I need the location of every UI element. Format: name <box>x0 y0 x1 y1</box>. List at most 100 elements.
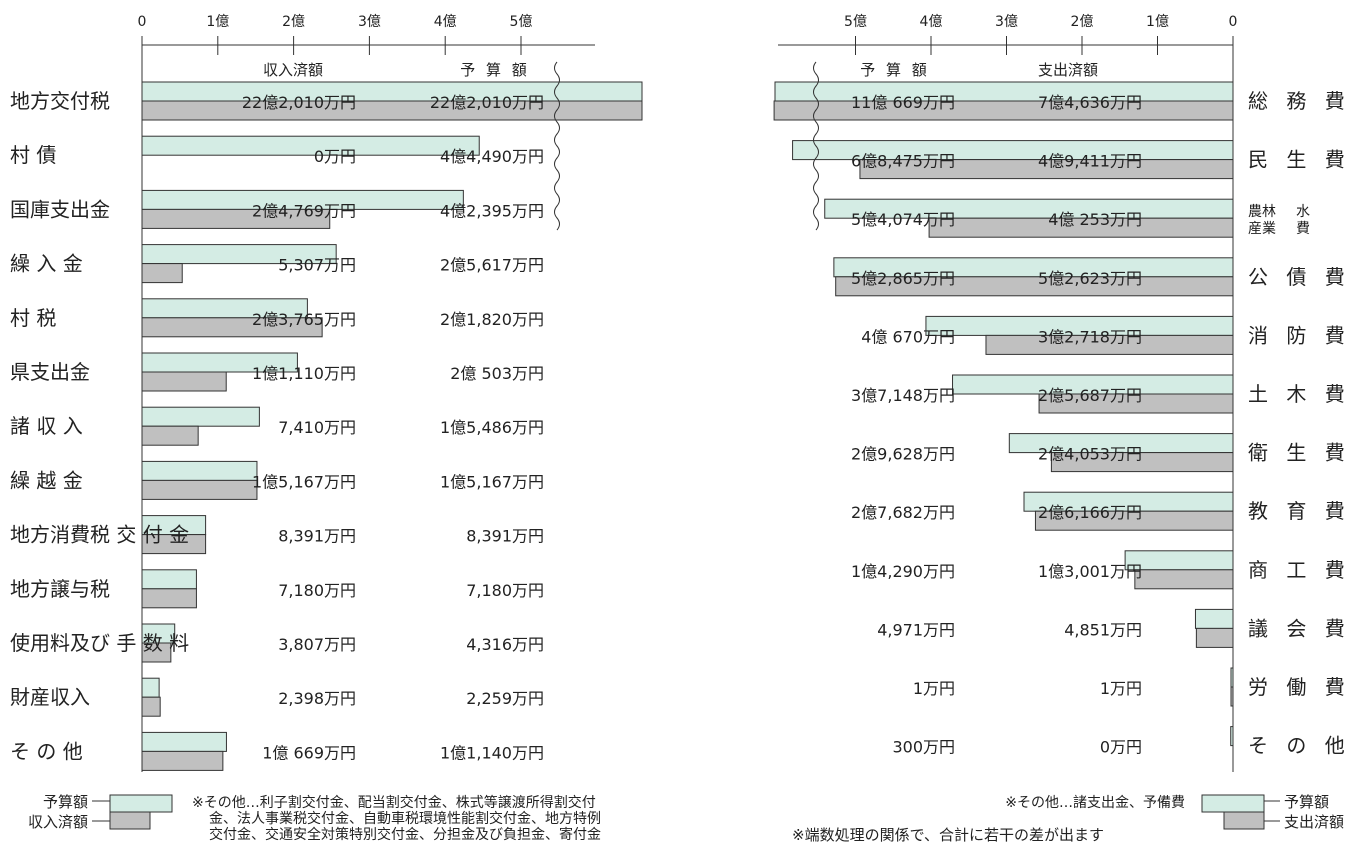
right-category-label: 衛 生 費 <box>1248 441 1351 465</box>
left-value-actual: 1億5,167万円 <box>252 472 356 491</box>
left-category-label: 繰 越 金 <box>10 468 83 492</box>
left-note-line: 金、法人事業税交付金、自動車税環境性能割交付金、地方特例 <box>209 810 601 827</box>
left-axis-tick-label: 4億 <box>434 14 457 30</box>
left-category-label: 村 債 <box>10 143 56 167</box>
right-category-label: 費 <box>1296 221 1310 237</box>
left-value-budget: 2,259万円 <box>466 689 544 708</box>
left-bar-budget <box>141 244 337 265</box>
left-axis-tick-label: 5億 <box>510 14 533 30</box>
right-category-label: 水 <box>1296 204 1310 220</box>
left-value-actual: 0万円 <box>314 147 356 166</box>
right-legend-budget-swatch <box>1201 794 1265 813</box>
right-header-actual: 支出済額 <box>1038 61 1098 79</box>
left-value-budget: 2億 503万円 <box>450 364 544 383</box>
right-bar-budget <box>1230 726 1234 747</box>
left-category-label: 村 税 <box>10 306 56 330</box>
left-bar-actual <box>141 696 161 717</box>
right-bar-actual <box>1230 686 1234 707</box>
left-bar-budget <box>141 406 260 427</box>
left-bar-actual <box>141 479 258 500</box>
right-bar-budget <box>1194 608 1234 629</box>
left-bar-actual <box>141 642 172 663</box>
left-value-actual: 1億 669万円 <box>262 743 356 762</box>
right-value-actual: 0万円 <box>1100 738 1142 757</box>
right-bar-actual <box>1034 510 1234 531</box>
left-legend-budget-swatch <box>109 794 173 813</box>
right-value-budget: 4億 670万円 <box>861 327 955 346</box>
right-bar-actual <box>859 159 1234 180</box>
right-value-budget: 4,971万円 <box>877 620 955 639</box>
right-bar-actual <box>985 334 1234 355</box>
left-category-label: 繰 入 金 <box>10 252 83 276</box>
left-bar-actual <box>141 588 197 609</box>
right-note-line: ※端数処理の関係で、合計に若干の差が出ます <box>792 826 1104 844</box>
right-value-actual: 2億5,687万円 <box>1038 386 1142 405</box>
right-bar-actual <box>835 276 1234 297</box>
left-bar-actual <box>141 263 183 284</box>
right-category-label: 総 務 費 <box>1248 89 1351 113</box>
right-category-label: 民 生 費 <box>1248 148 1351 172</box>
right-axis-tick-label: 5億 <box>844 14 867 30</box>
right-axis-tick-label: 0 <box>1229 14 1238 30</box>
left-value-actual: 5,307万円 <box>278 256 356 275</box>
right-value-actual: 5億2,623万円 <box>1038 269 1142 288</box>
left-value-actual: 7,410万円 <box>278 418 356 437</box>
left-legend-actual-swatch <box>109 811 151 830</box>
left-bar-actual <box>141 208 331 229</box>
right-category-label: 産業 <box>1248 221 1276 237</box>
left-bar-actual <box>141 425 199 446</box>
left-value-actual: 2,398万円 <box>278 689 356 708</box>
right-category-label: 公 債 費 <box>1248 265 1351 289</box>
right-bar-actual <box>1038 393 1234 414</box>
right-value-actual: 3億2,718万円 <box>1038 327 1142 346</box>
right-category-label: 土 木 費 <box>1248 382 1351 406</box>
left-value-budget: 4億2,395万円 <box>440 201 544 220</box>
left-value-actual: 2億3,765万円 <box>252 310 356 329</box>
left-header-actual: 収入済額 <box>263 61 323 79</box>
left-bar-actual <box>141 534 207 555</box>
right-legend-actual-swatch <box>1223 811 1265 830</box>
right-bar-budget <box>774 81 1234 102</box>
left-category-label: 財産収入 <box>10 685 90 709</box>
right-note-line: ※その他…諸支出金、予備費 <box>1005 795 1185 811</box>
left-value-budget: 4,316万円 <box>466 635 544 654</box>
left-axis-tick-label: 2億 <box>282 14 305 30</box>
left-value-budget: 2億1,820万円 <box>440 310 544 329</box>
left-bar-actual <box>141 371 227 392</box>
right-bar-actual <box>1050 452 1234 473</box>
right-bar-actual <box>1195 627 1234 648</box>
right-legend-actual-label: 支出済額 <box>1284 813 1344 831</box>
right-value-budget: 5億4,074万円 <box>851 210 955 229</box>
right-category-label: 商 工 費 <box>1248 558 1351 582</box>
left-value-actual: 3,807万円 <box>278 635 356 654</box>
right-category-label: 消 防 費 <box>1248 323 1351 347</box>
right-value-budget: 6億8,475万円 <box>851 152 955 171</box>
left-bar-actual <box>141 750 224 771</box>
left-bar-budget <box>141 460 258 481</box>
left-category-label: 地方交付税 <box>10 89 110 113</box>
right-value-budget: 2億9,628万円 <box>851 445 955 464</box>
right-value-budget: 5億2,865万円 <box>851 269 955 288</box>
right-value-budget: 3億7,148万円 <box>851 386 955 405</box>
left-note-line: 交付金、交通安全対策特別交付金、分担金及び負担金、寄付金 <box>209 826 601 843</box>
right-bar-actual <box>928 217 1234 238</box>
left-axis-break <box>554 61 560 231</box>
left-category-label: 地方消費税 交 付 金 <box>10 523 189 547</box>
right-bar-budget <box>1230 667 1234 688</box>
left-note-line: ※その他…利子割交付金、配当割交付金、株式等譲渡所得割交付 <box>192 794 596 811</box>
left-value-budget: 7,180万円 <box>466 581 544 600</box>
left-value-budget: 1億5,167万円 <box>440 472 544 491</box>
right-category-label: 労 働 費 <box>1248 675 1351 699</box>
right-axis-tick-label: 1億 <box>1146 14 1169 30</box>
left-bar-budget <box>141 135 480 156</box>
left-category-label: そ の 他 <box>10 739 83 763</box>
left-value-actual: 8,391万円 <box>278 527 356 546</box>
right-axis-tick-label: 3億 <box>995 14 1018 30</box>
right-category-label: 教 育 費 <box>1248 499 1351 523</box>
right-value-actual: 4億 253万円 <box>1048 210 1142 229</box>
left-axis-tick-label: 3億 <box>358 14 381 30</box>
right-header-budget: 予 算 額 <box>860 61 930 79</box>
right-axis-tick-label: 4億 <box>920 14 943 30</box>
left-bar-budget <box>141 81 643 102</box>
